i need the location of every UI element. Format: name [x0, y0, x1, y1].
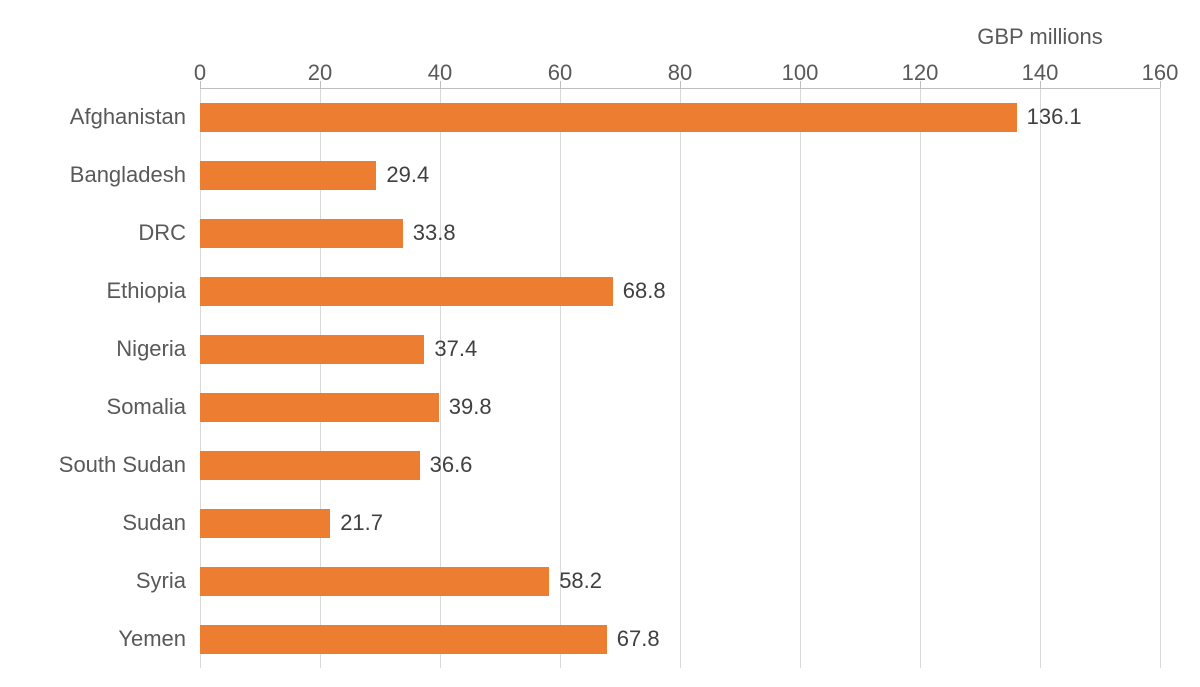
bar: [200, 451, 420, 480]
x-tick-label: 60: [548, 60, 572, 86]
category-label: Nigeria: [116, 336, 186, 362]
value-label: 37.4: [434, 336, 477, 362]
bar: [200, 625, 607, 654]
bar: [200, 219, 403, 248]
category-label: DRC: [138, 220, 186, 246]
category-label: Yemen: [118, 626, 186, 652]
category-label: Ethiopia: [106, 278, 186, 304]
category-label: Somalia: [107, 394, 186, 420]
value-label: 136.1: [1027, 104, 1082, 130]
x-tick-label: 80: [668, 60, 692, 86]
gridline: [1040, 88, 1041, 668]
x-tick-label: 140: [1022, 60, 1059, 86]
bar-chart: 0 20 40 60 80 100 120 140 160 GBP millions Afghani…: [0, 0, 1200, 687]
value-label: 36.6: [430, 452, 473, 478]
bar: [200, 567, 549, 596]
x-tick-label: 40: [428, 60, 452, 86]
category-label: Afghanistan: [70, 104, 186, 130]
category-label: South Sudan: [59, 452, 186, 478]
x-axis-line: [200, 88, 1160, 89]
bar: [200, 277, 613, 306]
value-label: 21.7: [340, 510, 383, 536]
value-label: 39.8: [449, 394, 492, 420]
bar: [200, 509, 330, 538]
gridline: [800, 88, 801, 668]
category-label: Bangladesh: [70, 162, 186, 188]
x-axis-title: GBP millions: [977, 24, 1103, 50]
bar: [200, 161, 376, 190]
x-tick-label: 20: [308, 60, 332, 86]
category-label: Syria: [136, 568, 186, 594]
bar: [200, 335, 424, 364]
x-tick-label: 0: [194, 60, 206, 86]
gridline: [920, 88, 921, 668]
gridline: [1160, 88, 1161, 668]
value-label: 68.8: [623, 278, 666, 304]
category-label: Sudan: [122, 510, 186, 536]
value-label: 67.8: [617, 626, 660, 652]
x-tick-label: 120: [902, 60, 939, 86]
x-tick-label: 160: [1142, 60, 1179, 86]
value-label: 33.8: [413, 220, 456, 246]
value-label: 58.2: [559, 568, 602, 594]
bar: [200, 103, 1017, 132]
gridline: [680, 88, 681, 668]
value-label: 29.4: [386, 162, 429, 188]
x-tick-label: 100: [782, 60, 819, 86]
bar: [200, 393, 439, 422]
